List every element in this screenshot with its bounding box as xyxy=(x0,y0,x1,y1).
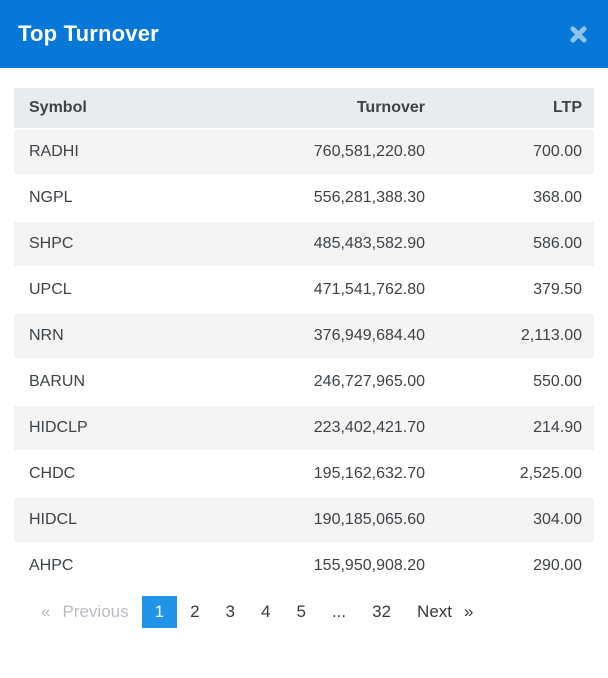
pagination-next[interactable]: Next » xyxy=(404,596,486,628)
symbol-cell: HIDCLP xyxy=(14,406,187,452)
turnover-cell: 376,949,684.40 xyxy=(187,314,437,360)
page-number-32[interactable]: 32 xyxy=(372,602,392,621)
symbol-cell: RADHI xyxy=(14,130,187,176)
table-row: SHPC 485,483,582.90 586.00 xyxy=(14,222,594,268)
pagination: « Previous 1 2 3 4 5... 32 Next » xyxy=(28,596,594,628)
page-number-4[interactable]: 4 xyxy=(261,602,271,621)
symbol-cell: BARUN xyxy=(14,360,187,406)
table-row: CHDC 195,162,632.70 2,525.00 xyxy=(14,452,594,498)
symbol-cell: UPCL xyxy=(14,268,187,314)
symbol-cell: AHPC xyxy=(14,544,187,590)
turnover-cell: 485,483,582.90 xyxy=(187,222,437,268)
table-row: NGPL 556,281,388.30 368.00 xyxy=(14,176,594,222)
symbol-cell: SHPC xyxy=(14,222,187,268)
column-header-symbol: Symbol xyxy=(14,88,187,130)
page-number-5[interactable]: 5 xyxy=(296,602,306,621)
turnover-cell: 155,950,908.20 xyxy=(187,544,437,590)
symbol-cell: HIDCL xyxy=(14,498,187,544)
table-row: NRN 376,949,684.40 2,113.00 xyxy=(14,314,594,360)
turnover-cell: 760,581,220.80 xyxy=(187,130,437,176)
table-row: HIDCLP 223,402,421.70 214.90 xyxy=(14,406,594,452)
ltp-cell: 214.90 xyxy=(437,406,594,452)
symbol-cell: NGPL xyxy=(14,176,187,222)
page-ellipsis: ... xyxy=(331,602,347,621)
turnover-cell: 246,727,965.00 xyxy=(187,360,437,406)
next-arrow-icon: » xyxy=(464,602,474,621)
pagination-previous: « Previous xyxy=(28,596,142,628)
turnover-cell: 556,281,388.30 xyxy=(187,176,437,222)
modal-title: Top Turnover xyxy=(18,21,159,46)
symbol-cell: NRN xyxy=(14,314,187,360)
turnover-table: Symbol Turnover LTP RADHI 760,581,220.80 7… xyxy=(14,88,594,590)
ltp-cell: 2,113.00 xyxy=(437,314,594,360)
ltp-cell: 368.00 xyxy=(437,176,594,222)
turnover-cell: 190,185,065.60 xyxy=(187,498,437,544)
page-number-1: 1 xyxy=(141,596,178,628)
page-number-3[interactable]: 3 xyxy=(225,602,236,621)
turnover-cell: 471,541,762.80 xyxy=(187,268,437,314)
previous-arrow-icon: « xyxy=(41,602,51,621)
table-row: UPCL 471,541,762.80 379.50 xyxy=(14,268,594,314)
close-button[interactable] xyxy=(566,22,590,46)
close-icon xyxy=(568,24,589,45)
turnover-table-body: RADHI 760,581,220.80 700.00 NGPL 556,281,388… xyxy=(14,130,594,590)
turnover-cell: 223,402,421.70 xyxy=(187,406,437,452)
ltp-cell: 379.50 xyxy=(437,268,594,314)
table-row: RADHI 760,581,220.80 700.00 xyxy=(14,130,594,176)
column-header-turnover: Turnover xyxy=(187,88,437,130)
ltp-cell: 2,525.00 xyxy=(437,452,594,498)
page-number-2[interactable]: 2 xyxy=(190,602,200,621)
ltp-cell: 586.00 xyxy=(437,222,594,268)
table-header-row: Symbol Turnover LTP xyxy=(14,88,594,130)
table-row: HIDCL 190,185,065.60 304.00 xyxy=(14,498,594,544)
ltp-cell: 700.00 xyxy=(437,130,594,176)
ltp-cell: 304.00 xyxy=(437,498,594,544)
modal-body: Symbol Turnover LTP RADHI 760,581,220.80 7… xyxy=(0,68,608,628)
symbol-cell: CHDC xyxy=(14,452,187,498)
previous-label: Previous xyxy=(62,602,129,621)
ltp-cell: 290.00 xyxy=(437,544,594,590)
table-row: AHPC 155,950,908.20 290.00 xyxy=(14,544,594,590)
modal-header: Top Turnover xyxy=(0,0,608,68)
column-header-ltp: LTP xyxy=(437,88,594,130)
table-row: BARUN 246,727,965.00 550.00 xyxy=(14,360,594,406)
next-label: Next xyxy=(417,602,453,621)
turnover-cell: 195,162,632.70 xyxy=(187,452,437,498)
ltp-cell: 550.00 xyxy=(437,360,594,406)
